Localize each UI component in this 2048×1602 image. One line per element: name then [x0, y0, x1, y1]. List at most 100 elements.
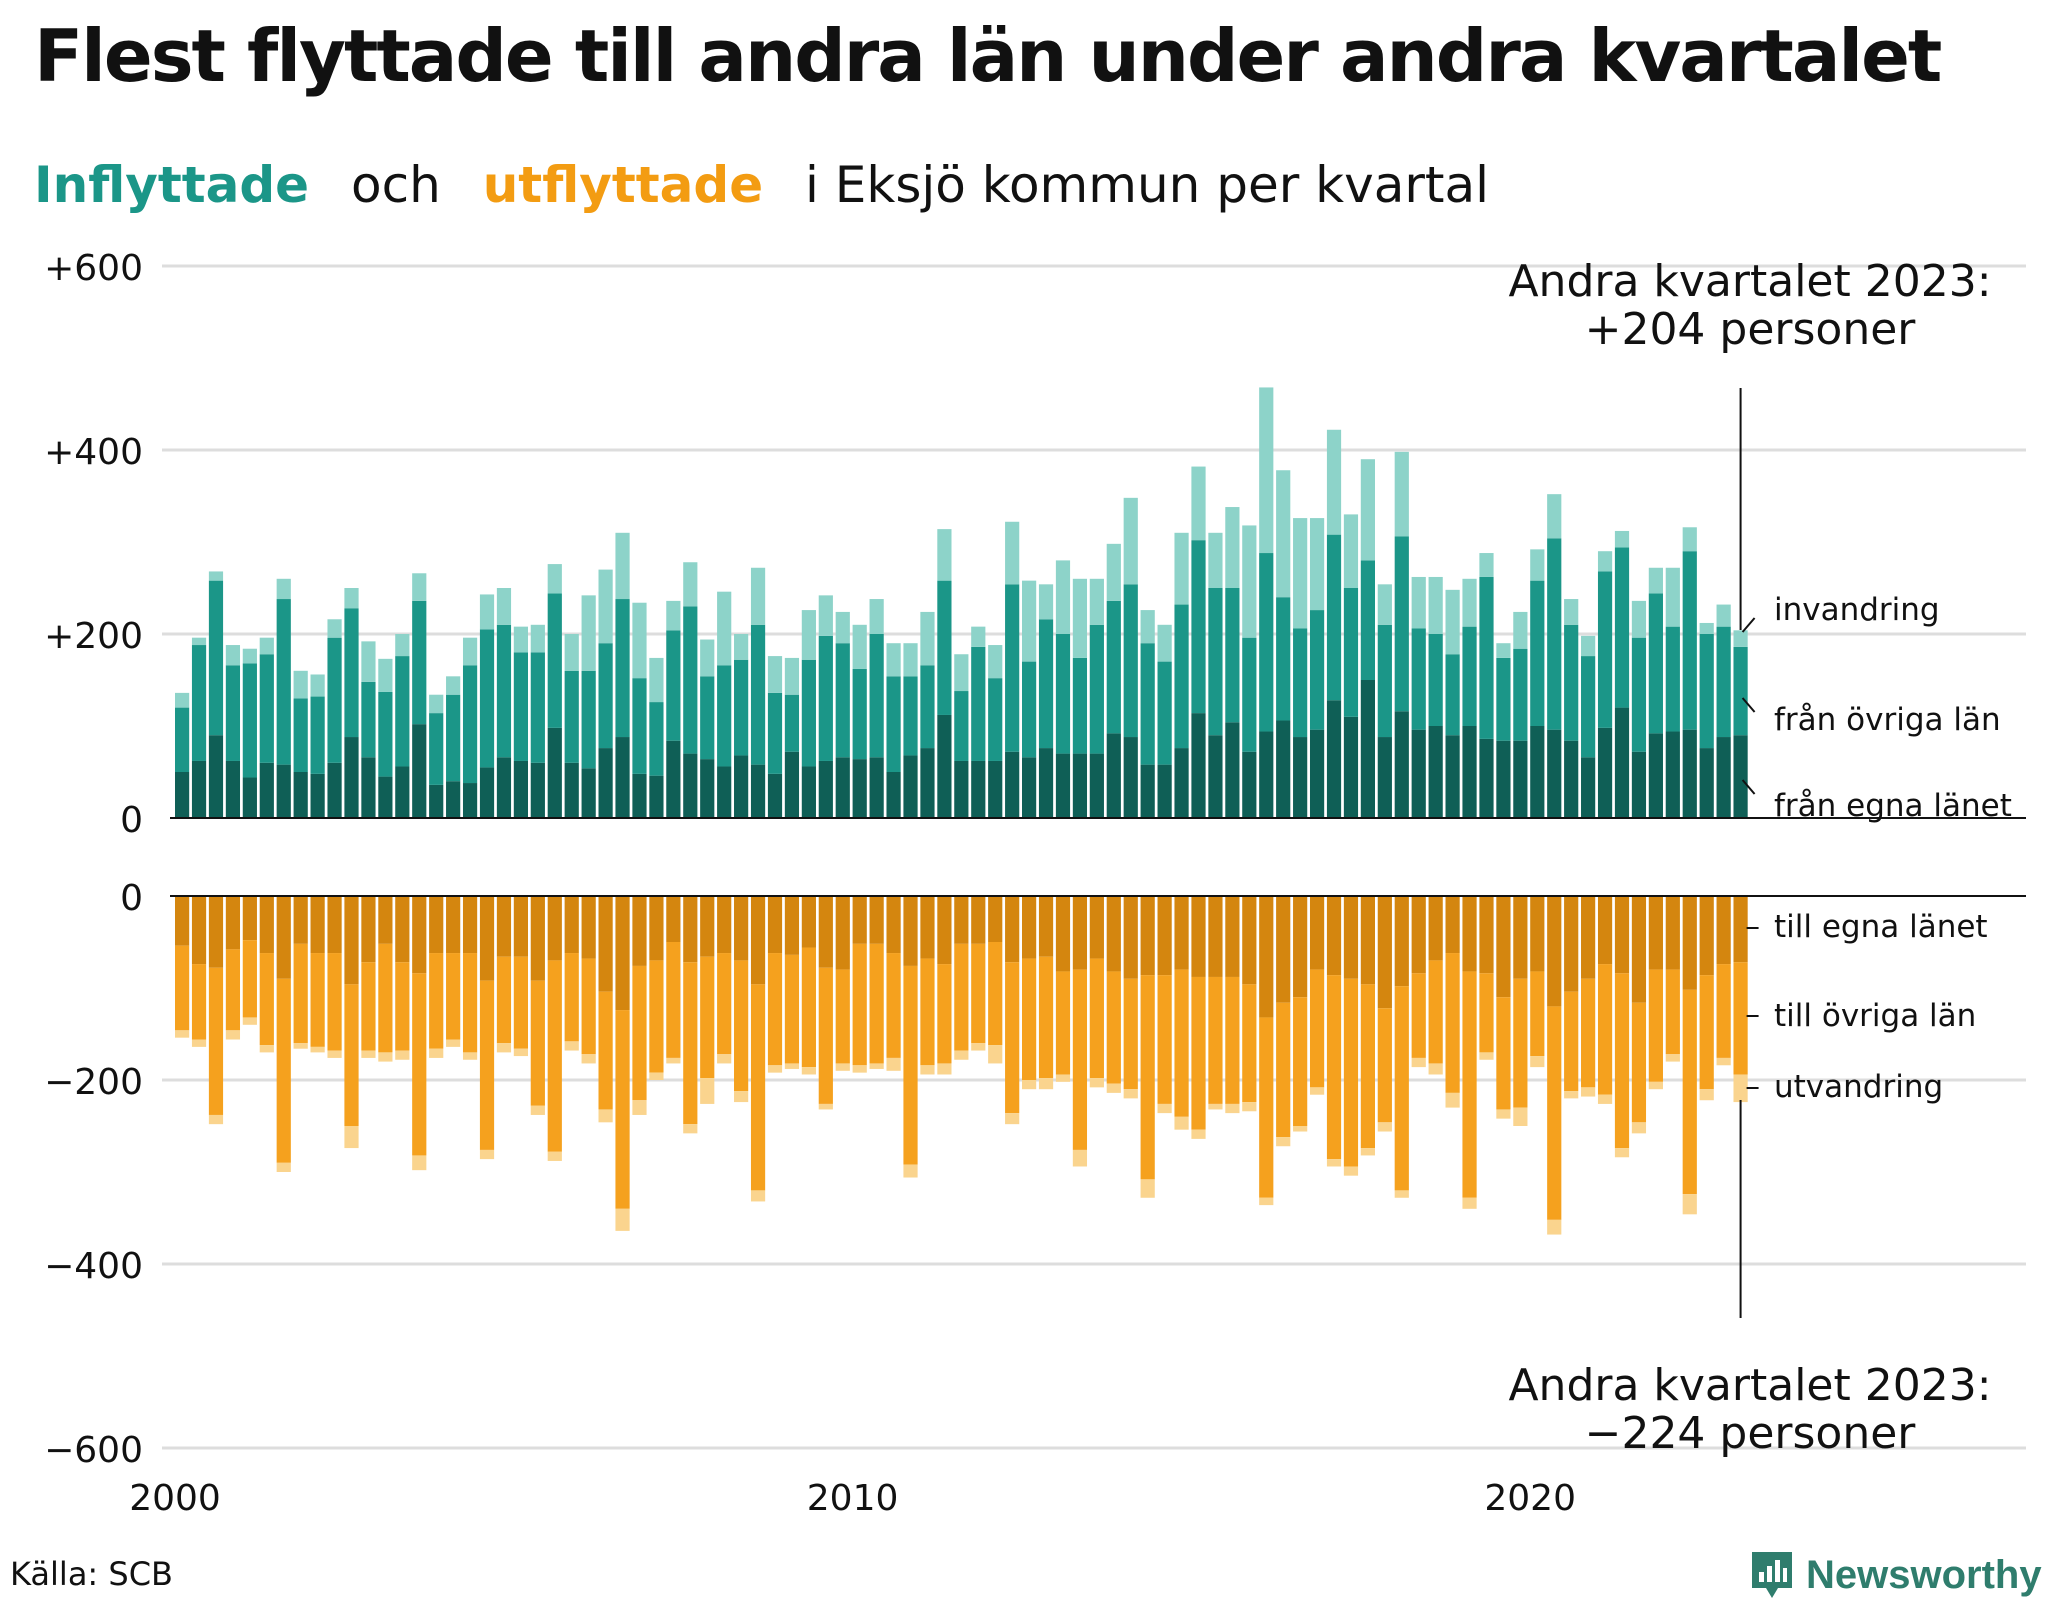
bar-out-other	[446, 953, 461, 1040]
bar-out-own	[361, 896, 376, 963]
bar-in-own	[818, 760, 833, 818]
bar-in-own	[1089, 753, 1104, 818]
bar-out-own	[1581, 896, 1596, 979]
bar-out-emigration	[700, 1078, 715, 1104]
bar-out-own	[683, 896, 698, 963]
bar-in-other	[1309, 610, 1325, 730]
bar-in-other	[632, 678, 647, 774]
bar-in-own	[750, 764, 766, 818]
bar-in-own	[937, 714, 952, 818]
bar-out-other	[717, 953, 732, 1055]
bar-out-other	[1242, 984, 1257, 1103]
bar-out-other	[1394, 986, 1409, 1191]
bar-out-own	[208, 896, 224, 968]
series-label-out: till övriga län	[1774, 998, 1976, 1034]
bar-in-own	[1343, 716, 1359, 818]
bar-out-own	[429, 896, 444, 954]
bar-in-own	[717, 766, 732, 818]
bar-in-own	[971, 760, 986, 818]
bar-out-own	[903, 896, 918, 966]
bar-out-other	[1225, 976, 1240, 1104]
bar-out-other	[564, 953, 579, 1042]
bar-in-own	[1597, 727, 1613, 818]
bar-out-own	[276, 896, 291, 979]
bar-in-immigration	[598, 569, 613, 644]
bar-in-own	[378, 776, 393, 818]
bar-out-own	[1682, 896, 1697, 990]
bar-out-own	[971, 896, 986, 944]
bar-out-own	[1140, 896, 1155, 976]
bar-out-own	[344, 896, 359, 985]
bar-in-immigration	[1564, 599, 1579, 625]
annotation-top-line1: Andra kvartalet 2023:	[1508, 256, 1991, 307]
bar-out-emigration	[225, 1030, 241, 1040]
bar-out-other	[1191, 976, 1206, 1130]
bar-in-own	[920, 748, 935, 818]
bar-in-own	[649, 775, 664, 818]
bar-out-own	[801, 896, 816, 948]
bar-out-emigration	[1208, 1103, 1223, 1110]
bar-in-own	[1377, 737, 1392, 818]
bar-out-own	[310, 896, 325, 954]
bar-out-other	[1174, 969, 1189, 1117]
bar-in-other	[1022, 661, 1037, 758]
bar-out-other	[513, 956, 528, 1049]
bar-in-own	[462, 783, 478, 818]
bar-out-emigration	[462, 1052, 478, 1060]
bar-out-other	[530, 980, 545, 1106]
bar-in-own	[242, 777, 257, 818]
bar-in-immigration	[327, 619, 342, 638]
bar-out-emigration	[242, 1017, 257, 1025]
bar-out-other	[1462, 971, 1477, 1198]
bar-out-own	[446, 896, 461, 954]
bar-out-own	[1309, 896, 1325, 970]
bar-out-own	[1072, 896, 1088, 970]
bar-in-other	[310, 696, 325, 774]
bar-in-other	[513, 652, 528, 761]
brand-logo[interactable]: Newsworthy	[1748, 1548, 2042, 1602]
bar-out-other	[954, 943, 969, 1051]
bar-in-immigration	[259, 637, 274, 655]
bar-in-other	[412, 600, 427, 725]
bar-out-own	[988, 896, 1003, 942]
bar-in-own	[1022, 757, 1037, 818]
bar-out-other	[1123, 978, 1138, 1090]
outflow-bars	[175, 896, 1748, 1235]
bar-out-emigration	[564, 1041, 579, 1051]
bar-out-other	[293, 943, 308, 1044]
bar-out-emigration	[1733, 1074, 1748, 1103]
bar-out-other	[1259, 1017, 1274, 1198]
bar-in-other	[242, 663, 257, 778]
bar-out-other	[225, 949, 241, 1031]
bar-out-emigration	[1445, 1092, 1460, 1108]
bar-in-immigration	[395, 634, 410, 657]
bar-out-emigration	[903, 1164, 918, 1178]
bar-out-other	[395, 962, 410, 1051]
bar-out-own	[649, 896, 664, 961]
bar-in-own	[1005, 751, 1020, 818]
bar-in-own	[1055, 753, 1071, 818]
bar-out-other	[937, 964, 952, 1064]
bar-out-other	[886, 953, 901, 1058]
bar-in-own	[1581, 757, 1596, 818]
bar-out-other	[1089, 958, 1104, 1079]
bar-out-other	[1513, 978, 1528, 1108]
bar-in-other	[1140, 643, 1155, 765]
bar-in-other	[818, 635, 833, 761]
subtitle-utflyttade: utflyttade	[482, 156, 764, 214]
bar-in-other	[988, 678, 1003, 761]
series-leader-line	[1741, 697, 1756, 713]
bar-out-own	[1394, 896, 1409, 987]
bar-out-emigration	[1614, 1148, 1630, 1158]
bar-in-own	[547, 727, 562, 818]
bar-in-own	[1140, 764, 1155, 818]
bar-out-emigration	[293, 1043, 308, 1049]
bar-out-emigration	[1377, 1122, 1392, 1132]
bar-out-emigration	[988, 1045, 1003, 1064]
bar-out-own	[513, 896, 528, 957]
bar-in-own	[446, 781, 461, 818]
bar-in-immigration	[208, 571, 224, 581]
bar-in-other	[801, 659, 816, 767]
bar-in-other	[446, 694, 461, 782]
bar-in-other	[886, 676, 901, 772]
